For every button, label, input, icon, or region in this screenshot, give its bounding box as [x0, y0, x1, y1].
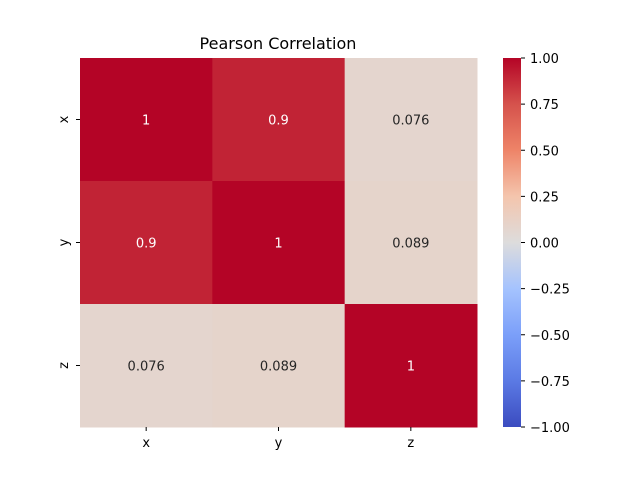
heatmap-cell — [80, 181, 213, 305]
y-tick-label: x — [57, 115, 72, 123]
cell-value-label: 0.089 — [260, 360, 297, 375]
x-tick-label: z — [407, 436, 414, 451]
heatmap-cell — [344, 58, 478, 182]
cell-value-label: 1 — [407, 360, 415, 375]
colorbar-tick-label: 0.50 — [530, 144, 559, 159]
colorbar-gradient — [503, 58, 521, 427]
cell-value-label: 0.9 — [268, 114, 289, 129]
heatmap-cell — [344, 181, 478, 305]
cell-value-label: 0.9 — [136, 237, 157, 252]
colorbar-tick-label: 1.00 — [530, 52, 559, 67]
heatmap-cell — [80, 58, 213, 182]
colorbar-tick-label: −0.75 — [530, 375, 570, 390]
x-tick-label: y — [275, 436, 283, 451]
y-tick-label: z — [57, 362, 72, 369]
heatmap-cell — [212, 58, 346, 182]
cell-value-label: 1 — [142, 114, 150, 129]
colorbar-tick-label: 0.00 — [530, 237, 559, 252]
colorbar-tick-label: 0.75 — [530, 98, 559, 113]
heatmap-cells: 1 0.9 0.076 0.9 1 0.089 0.076 0.089 1 — [80, 58, 478, 428]
x-axis: x y z — [142, 427, 414, 451]
y-axis: x y z — [57, 115, 80, 369]
colorbar-tick-label: −0.50 — [530, 329, 570, 344]
heatmap-cell — [212, 181, 346, 305]
heatmap-cell — [212, 304, 346, 428]
colorbar-tick-label: 0.25 — [530, 190, 559, 205]
colorbar-tick-label: −1.00 — [530, 421, 570, 436]
chart-title: Pearson Correlation — [200, 34, 357, 53]
heatmap-cell — [344, 304, 478, 428]
cell-value-label: 0.076 — [128, 360, 165, 375]
colorbar-tick-label: −0.25 — [530, 283, 570, 298]
colorbar: 1.00 0.75 0.50 0.25 0.00 −0.25 −0.50 −0.75 −1.00 — [503, 52, 570, 436]
cell-value-label: 0.089 — [392, 237, 429, 252]
cell-value-label: 0.076 — [392, 114, 429, 129]
x-tick-label: x — [142, 436, 150, 451]
cell-value-label: 1 — [274, 237, 282, 252]
y-tick-label: y — [57, 238, 72, 246]
heatmap-cell — [80, 304, 213, 428]
